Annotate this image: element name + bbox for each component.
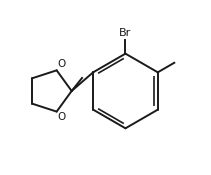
- Text: O: O: [58, 113, 66, 122]
- Text: O: O: [58, 60, 66, 69]
- Text: Br: Br: [119, 28, 132, 38]
